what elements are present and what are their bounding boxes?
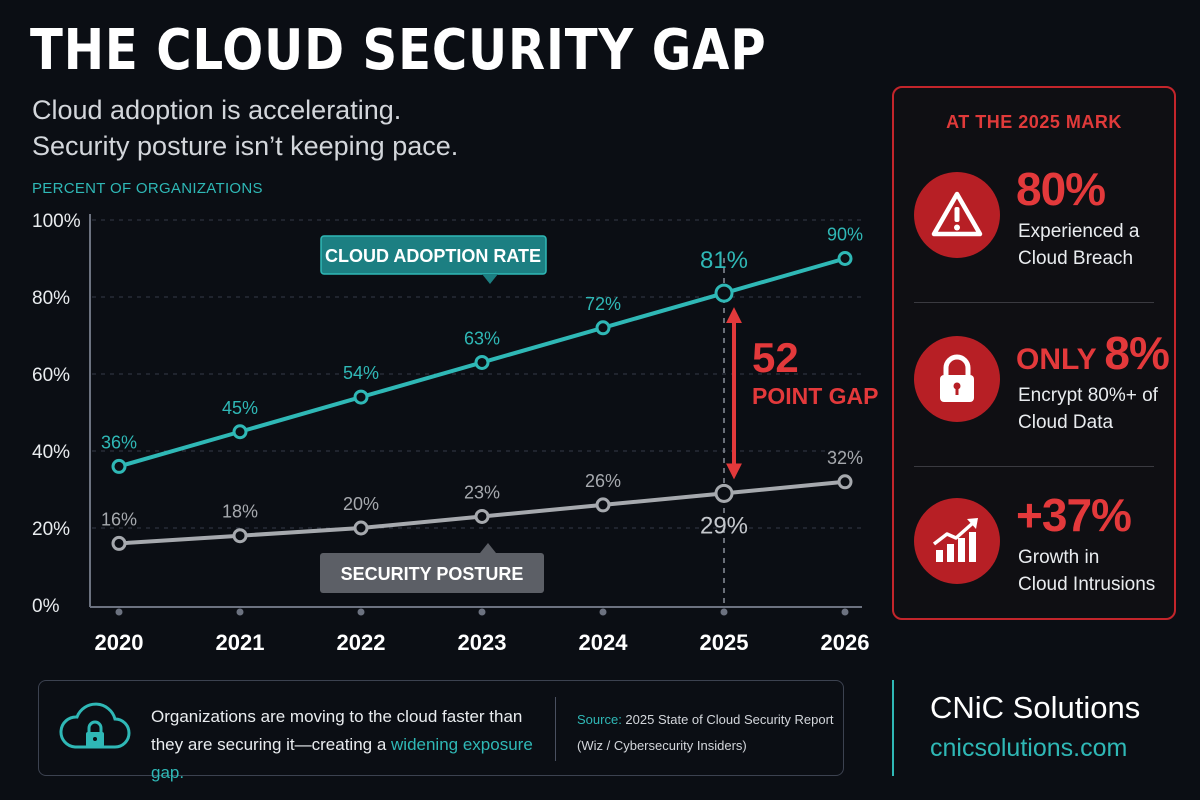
- adoption-series-label: CLOUD ADOPTION RATE: [325, 246, 541, 266]
- y-tick-label: 40%: [32, 442, 70, 463]
- x-tick-mark: [841, 608, 849, 616]
- security-data-label: 29%: [700, 512, 748, 539]
- adoption-data-label: 81%: [700, 247, 748, 274]
- security-point: [714, 483, 734, 503]
- x-tick-mark: [478, 608, 486, 616]
- gap-value: 52: [752, 334, 799, 381]
- security-point: [837, 474, 853, 490]
- x-tick-label: 2020: [95, 630, 144, 655]
- subtitle-line-2: Security posture isn’t keeping pace.: [32, 131, 459, 161]
- x-tick-label: 2026: [821, 630, 870, 655]
- source-citation: Source: 2025 State of Cloud Security Rep…: [577, 712, 834, 753]
- stat-value: 80%: [1016, 163, 1106, 215]
- x-tick-mark: [599, 608, 607, 616]
- adoption-callout: CLOUD ADOPTION RATE: [320, 235, 547, 284]
- x-tick-label: 2025: [700, 630, 749, 655]
- security-data-label: 26%: [585, 471, 621, 491]
- y-tick-label: 0%: [32, 596, 60, 617]
- x-tick-label: 2023: [458, 630, 507, 655]
- lock-icon: [914, 336, 1000, 422]
- stats-panel: AT THE 2025 MARK 80% Experienced a Cloud…: [892, 86, 1176, 620]
- adoption-point: [837, 251, 853, 266]
- footer-divider: [555, 697, 556, 761]
- page-title: THE CLOUD SECURITY GAP: [30, 18, 767, 83]
- x-tick-mark: [720, 608, 728, 616]
- security-point: [595, 497, 611, 513]
- gap-label: POINT GAP: [752, 383, 879, 409]
- security-data-label: 32%: [827, 448, 863, 468]
- stat-value: ONLY 8%: [1016, 327, 1170, 379]
- security-series-label: SECURITY POSTURE: [341, 564, 524, 584]
- panel-title: AT THE 2025 MARK: [946, 112, 1122, 132]
- y-tick-label: 80%: [32, 288, 70, 309]
- x-tick-label: 2022: [337, 630, 386, 655]
- stat-breach: 80% Experienced a Cloud Breach: [912, 162, 1162, 282]
- security-data-label: 16%: [101, 509, 137, 529]
- divider: [914, 302, 1154, 303]
- adoption-data-label: 72%: [585, 294, 621, 314]
- security-callout: SECURITY POSTURE: [320, 543, 544, 593]
- adoption-point: [474, 354, 490, 370]
- adoption-data-label: 45%: [222, 398, 258, 418]
- x-tick-mark: [115, 608, 123, 616]
- y-tick-label: 20%: [32, 519, 70, 540]
- highlight-text: widening exposure gap.: [151, 735, 533, 782]
- security-point: [111, 535, 127, 551]
- adoption-point: [353, 389, 369, 405]
- adoption-point: [232, 424, 248, 440]
- stat-value: +37%: [1016, 489, 1132, 541]
- x-tick-label: 2024: [579, 630, 629, 655]
- adoption-point: [595, 320, 611, 336]
- divider: [914, 466, 1154, 467]
- growth-chart-icon: [914, 498, 1000, 584]
- stat-intrusions: +37% Growth in Cloud Intrusions: [912, 488, 1162, 608]
- warning-icon: [914, 172, 1000, 258]
- footer-callout: Organizations are moving to the cloud fa…: [38, 680, 844, 782]
- y-tick-label: 60%: [32, 365, 70, 386]
- brand-name: CNiC Solutions: [930, 690, 1141, 725]
- brand-divider: [892, 680, 894, 776]
- x-tick-label: 2021: [216, 630, 265, 655]
- stat-description: Encrypt 80%+ of Cloud Data: [1018, 385, 1158, 433]
- security-data-label: 20%: [343, 494, 379, 514]
- footer-message: Organizations are moving to the cloud fa…: [151, 707, 533, 782]
- adoption-data-label: 54%: [343, 363, 379, 383]
- security-point: [353, 520, 369, 536]
- security-data-label: 23%: [464, 482, 500, 502]
- cloud-lock-icon: [59, 702, 131, 749]
- subtitle: Cloud adoption is accelerating. Security…: [32, 92, 458, 164]
- brand-url[interactable]: cnicsolutions.com: [930, 734, 1128, 762]
- security-point: [232, 528, 248, 544]
- y-tick-label: 100%: [32, 211, 81, 232]
- stat-description: Growth in Cloud Intrusions: [1018, 547, 1156, 595]
- y-axis-label: PERCENT OF ORGANIZATIONS: [32, 180, 263, 197]
- adoption-data-label: 90%: [827, 225, 863, 245]
- x-tick-mark: [357, 608, 365, 616]
- line-chart: 0% 20% 40% 60% 80% 100% 2020 2021 2022 2023 2024 20…: [32, 211, 879, 655]
- adoption-point: [111, 458, 127, 474]
- adoption-point: [714, 283, 734, 303]
- adoption-data-label: 36%: [101, 432, 137, 452]
- adoption-data-label: 63%: [464, 328, 500, 348]
- stat-encryption: ONLY 8% Encrypt 80%+ of Cloud Data: [912, 326, 1170, 446]
- x-tick-mark: [236, 608, 244, 616]
- subtitle-line-1: Cloud adoption is accelerating.: [32, 95, 402, 125]
- security-data-label: 18%: [222, 502, 258, 522]
- security-point: [474, 508, 490, 524]
- stat-description: Experienced a Cloud Breach: [1018, 221, 1140, 269]
